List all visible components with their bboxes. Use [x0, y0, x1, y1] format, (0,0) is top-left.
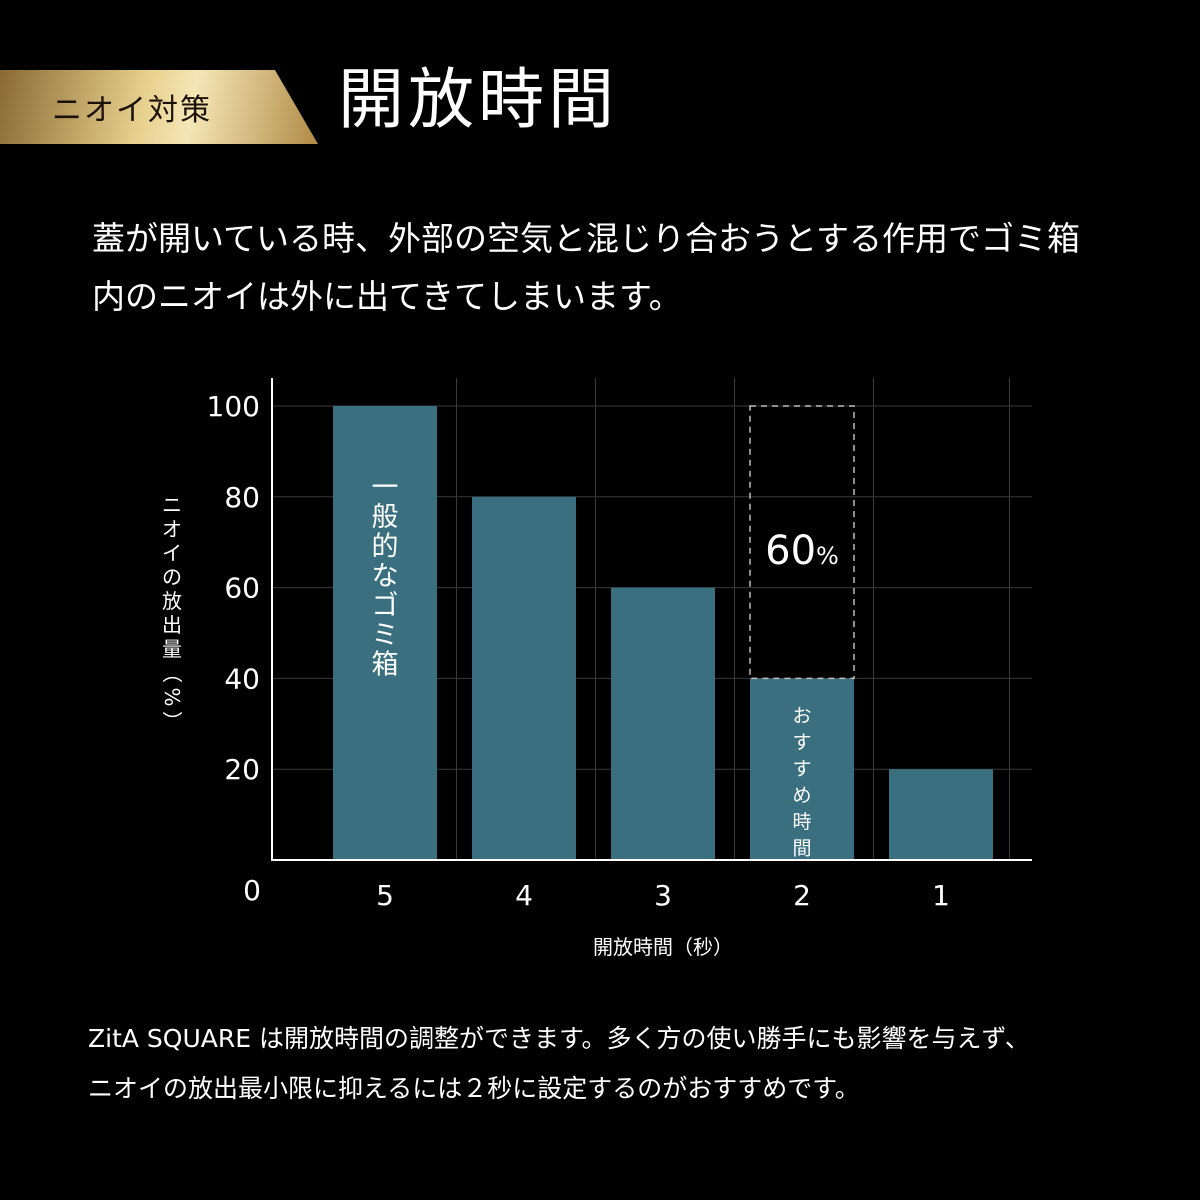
bar-label-general-bin-char: な [372, 561, 399, 592]
bar-4 [472, 496, 576, 860]
bar-label-general-bin-char: 的 [372, 532, 399, 563]
reduction-annotation: 60% [765, 528, 839, 574]
bar-label-recommended-char: お [792, 705, 811, 727]
x-tick-label: 1 [932, 879, 950, 912]
intro-line-1: 蓋が開いている時、外部の空気と混じり合おうとする作用でゴミ箱 [92, 219, 1081, 258]
y-axis-title-char: ） [160, 711, 184, 731]
y-tick-label: 20 [224, 753, 260, 786]
y-tick-label: 60 [224, 572, 260, 605]
x-tick-label: 4 [515, 879, 533, 912]
y-axis-title-char: % [160, 687, 184, 706]
bar-2 [750, 678, 854, 860]
intro-text: 蓋が開いている時、外部の空気と混じり合おうとする作用でゴミ箱 内のニオイは外に出… [92, 210, 1152, 326]
category-badge: ニオイ対策 [0, 70, 318, 144]
badge-label: ニオイ対策 [52, 93, 212, 128]
y-tick-label: 40 [224, 662, 260, 695]
bar-label-recommended-char: め [792, 785, 811, 807]
x-axis-title: 開放時間（秒） [593, 935, 733, 959]
y-axis-title-char: 量 [162, 637, 182, 661]
footer-text: ZitA SQUARE は開放時間の調整ができます。多く方の使い勝手にも影響を与… [88, 1014, 1168, 1114]
y-axis-title-char: イ [162, 541, 182, 565]
y-axis-title-char: ニ [162, 493, 182, 517]
bar-1 [889, 769, 993, 860]
bar-label-recommended-char: す [792, 758, 811, 780]
reduction-value: 60 [765, 528, 816, 574]
y-tick-label: 80 [224, 481, 260, 514]
bar-label-recommended-char: 間 [792, 838, 811, 860]
y-tick-label: 0 [243, 874, 261, 907]
bar-label-general-bin-char: 般 [372, 502, 399, 533]
x-tick-label: 2 [793, 879, 811, 912]
reduction-dashed-box [749, 405, 855, 680]
bar-label-recommended-char: す [792, 732, 811, 754]
x-tick-label: 5 [376, 879, 394, 912]
reduction-unit: % [816, 542, 839, 570]
bar-label-general-bin-char: 一 [372, 473, 399, 504]
intro-line-2: 内のニオイは外に出てきてしまいます。 [92, 277, 682, 316]
bar-label-recommended-char: 時 [792, 811, 811, 833]
y-axis-title-char: オ [162, 517, 182, 541]
y-tick-label: 100 [207, 390, 260, 423]
y-axis-title-char: の [162, 565, 182, 589]
bar-label-general-bin-char: ゴ [372, 591, 399, 622]
bar-label-general-bin-char: 箱 [372, 650, 399, 681]
bar-3 [611, 587, 715, 860]
footer-line-2: ニオイの放出最小限に抑えるには２秒に設定するのがおすすめです。 [88, 1074, 860, 1103]
y-axis-title-char: 放 [162, 589, 182, 613]
page-title: 開放時間 [338, 61, 618, 138]
bar-label-general-bin-char: ミ [372, 620, 399, 651]
x-tick-label: 3 [654, 879, 672, 912]
y-axis-title-char: （ [160, 663, 184, 683]
bar-5 [333, 406, 437, 860]
y-axis-title-char: 出 [162, 613, 182, 637]
footer-line-1: ZitA SQUARE は開放時間の調整ができます。多く方の使い勝手にも影響を与… [88, 1024, 1030, 1053]
